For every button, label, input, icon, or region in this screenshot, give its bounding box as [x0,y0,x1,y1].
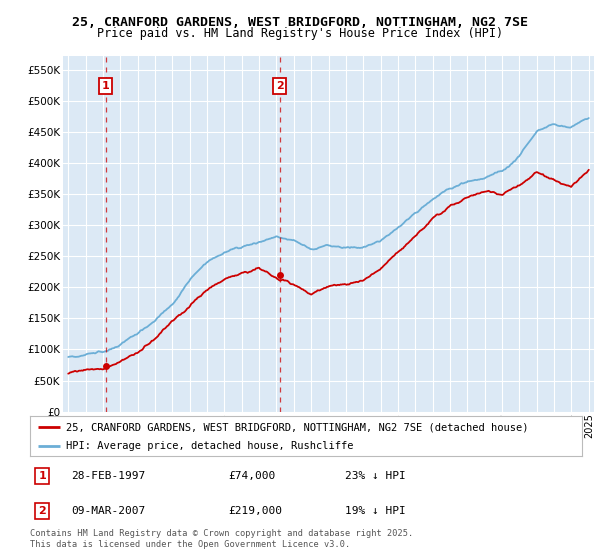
Text: 09-MAR-2007: 09-MAR-2007 [71,506,146,516]
Text: 2: 2 [38,506,46,516]
Text: 28-FEB-1997: 28-FEB-1997 [71,471,146,481]
Text: HPI: Average price, detached house, Rushcliffe: HPI: Average price, detached house, Rush… [66,441,353,451]
Text: Price paid vs. HM Land Registry's House Price Index (HPI): Price paid vs. HM Land Registry's House … [97,27,503,40]
Text: 19% ↓ HPI: 19% ↓ HPI [344,506,406,516]
Text: 1: 1 [38,471,46,481]
Text: £219,000: £219,000 [229,506,283,516]
Text: 25, CRANFORD GARDENS, WEST BRIDGFORD, NOTTINGHAM, NG2 7SE: 25, CRANFORD GARDENS, WEST BRIDGFORD, NO… [72,16,528,29]
Text: 2: 2 [276,81,284,91]
Text: 25, CRANFORD GARDENS, WEST BRIDGFORD, NOTTINGHAM, NG2 7SE (detached house): 25, CRANFORD GARDENS, WEST BRIDGFORD, NO… [66,422,529,432]
Text: £74,000: £74,000 [229,471,276,481]
Text: 1: 1 [102,81,110,91]
Text: Contains HM Land Registry data © Crown copyright and database right 2025.
This d: Contains HM Land Registry data © Crown c… [30,529,413,549]
Text: 23% ↓ HPI: 23% ↓ HPI [344,471,406,481]
